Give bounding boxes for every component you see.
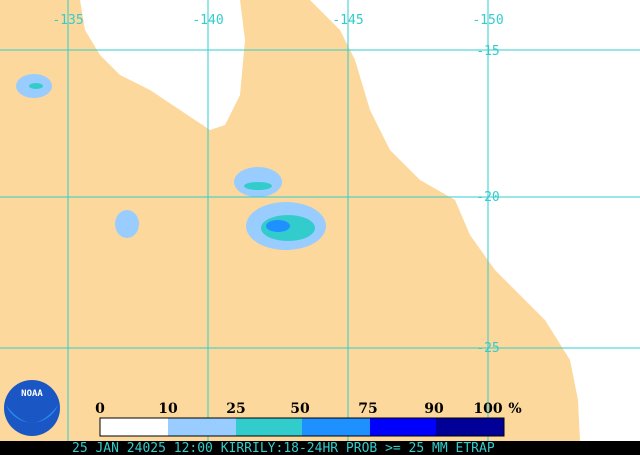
lon-label: -140 (192, 13, 223, 28)
footer-text: 25 JAN 24025 12:00 KIRRILY:18-24HR PROB … (72, 441, 495, 455)
legend-label: 25 (226, 401, 245, 417)
legend-labels: 0 10 25 50 75 90 100 (95, 401, 503, 417)
legend-label: 75 (358, 401, 377, 417)
gulf-water (80, 0, 245, 130)
logo: NOAA (4, 380, 60, 436)
lon-label: -150 (472, 13, 503, 28)
lat-label: -20 (476, 190, 499, 205)
footer-bar (0, 441, 640, 455)
lon-label: -145 (332, 13, 363, 28)
legend-label: 100 (473, 401, 502, 417)
ocean (310, 0, 640, 441)
legend-label: 0 (95, 401, 105, 417)
legend-unit: % (508, 401, 521, 417)
lon-label: -135 (52, 13, 83, 28)
legend-label: 10 (158, 401, 178, 417)
lat-label: -25 (476, 341, 499, 356)
logo-text: NOAA (21, 389, 43, 399)
colorbar (99, 417, 505, 437)
legend-label: 50 (290, 401, 310, 417)
island (108, 14, 122, 30)
grid (0, 0, 640, 441)
legend-label: 90 (424, 401, 444, 417)
lat-labels: -15 -20 -25 (476, 44, 499, 356)
lat-label: -15 (476, 44, 499, 59)
rain-areas (16, 74, 326, 250)
lon-labels: -135 -140 -145 -150 (52, 13, 503, 28)
